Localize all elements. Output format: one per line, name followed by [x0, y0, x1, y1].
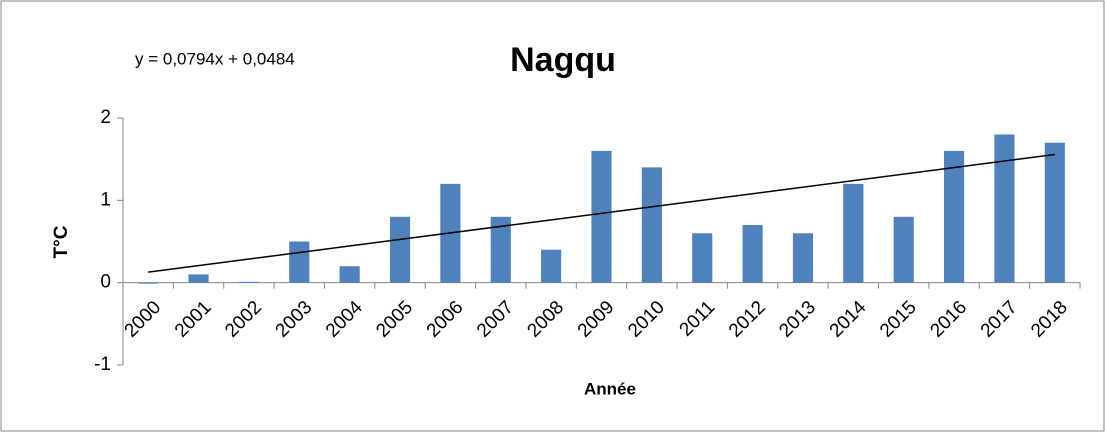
- bar: [138, 282, 159, 284]
- y-tick-label: 2: [100, 107, 111, 128]
- x-axis-label: Année: [584, 379, 636, 398]
- trendline: [148, 153, 1055, 273]
- bar: [944, 150, 965, 283]
- bar: [339, 266, 360, 283]
- bar: [893, 216, 914, 283]
- chart-title: Nagqu: [510, 41, 616, 79]
- bar: [994, 134, 1015, 283]
- trendline-label: y = 0,0794x + 0,0484: [135, 49, 295, 68]
- bar: [641, 167, 662, 283]
- bar: [541, 249, 562, 283]
- bar: [238, 281, 259, 283]
- bar: [490, 216, 511, 283]
- bar: [1044, 142, 1065, 283]
- bar: [843, 183, 864, 283]
- bar: [591, 150, 612, 283]
- bar: [692, 233, 713, 283]
- bar: [742, 225, 763, 283]
- bar: [289, 241, 310, 283]
- bar: [389, 216, 411, 283]
- y-tick-label: 0: [100, 272, 111, 293]
- bar: [188, 274, 209, 283]
- bar: [792, 233, 814, 283]
- y-axis-label: T°C: [51, 225, 72, 258]
- y-tick-label: 1: [100, 189, 111, 210]
- y-tick-label: -1: [94, 354, 111, 375]
